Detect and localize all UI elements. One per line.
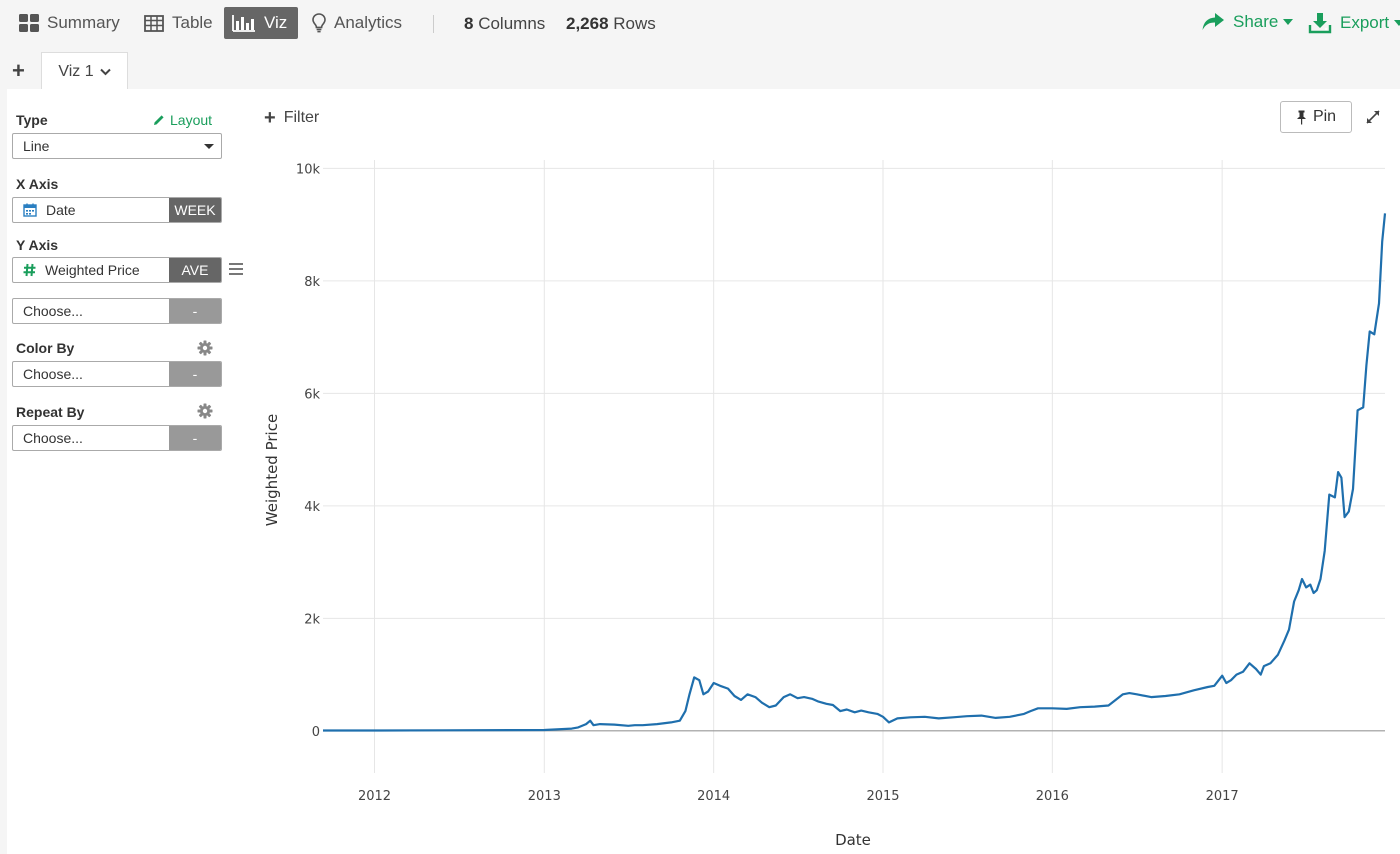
type-label: Type — [16, 112, 48, 128]
repeat-by-field[interactable]: Choose... - — [12, 425, 222, 451]
x-tick-label: 2012 — [358, 789, 391, 804]
y-tick-label: 8k — [304, 275, 320, 290]
x-axis-title: Date — [835, 831, 871, 849]
expand-icon[interactable] — [1365, 109, 1381, 125]
filter-label: Filter — [283, 109, 320, 126]
hash-icon — [23, 263, 36, 277]
dropdown-caret-icon — [204, 144, 214, 149]
y-axis-add-field[interactable]: Choose... - — [12, 298, 222, 324]
lightbulb-icon — [312, 13, 326, 33]
calendar-icon — [23, 203, 37, 217]
share-caret-icon — [1283, 19, 1294, 25]
repeat-by-placeholder: Choose... — [23, 430, 83, 446]
y-axis-title: Weighted Price — [263, 414, 281, 526]
rows-count-label: Rows — [613, 14, 656, 33]
pin-button[interactable]: Pin — [1280, 101, 1352, 133]
hamburger-menu-icon[interactable] — [229, 263, 243, 275]
x-tick-label: 2014 — [697, 789, 730, 804]
y-axis-label: Y Axis — [16, 237, 59, 253]
top-toolbar: Summary Table Viz Analytics 8 Columns 2,… — [0, 0, 1400, 50]
filter-button[interactable]: + Filter — [264, 107, 320, 129]
chart-type-select[interactable]: Line — [12, 133, 222, 159]
color-by-field[interactable]: Choose... - — [12, 361, 222, 387]
gear-icon[interactable] — [197, 340, 213, 356]
y-tick-label: 10k — [296, 162, 321, 177]
columns-count-value: 8 — [464, 14, 474, 33]
y-axis-field[interactable]: Weighted Price AVE — [12, 257, 222, 283]
plus-icon: + — [264, 107, 276, 129]
tab-analytics-label: Analytics — [334, 13, 403, 32]
viz-tab[interactable]: Viz 1 — [41, 52, 128, 90]
columns-count-label: Columns — [478, 14, 546, 33]
color-by-placeholder: Choose... — [23, 366, 83, 382]
toolbar-divider — [433, 15, 434, 33]
pin-icon — [1296, 110, 1307, 125]
gear-icon[interactable] — [197, 403, 213, 419]
y-axis-add-aggregation: - — [169, 299, 221, 323]
color-by-aggregation: - — [169, 362, 221, 386]
rows-count: 2,268 Rows — [566, 14, 656, 34]
rows-count-value: 2,268 — [566, 14, 609, 33]
x-axis-field-name: Date — [46, 202, 76, 218]
viz-panel — [7, 89, 1400, 854]
y-tick-label: 6k — [304, 387, 320, 402]
tab-viz[interactable]: Viz — [224, 7, 298, 39]
x-axis-aggregation[interactable]: WEEK — [169, 198, 221, 222]
download-icon — [1308, 12, 1332, 34]
export-caret-icon — [1394, 20, 1400, 26]
viz-tab-label: Viz 1 — [58, 62, 94, 80]
y-axis-add-placeholder: Choose... — [23, 303, 83, 319]
y-tick-label: 4k — [304, 500, 320, 515]
add-viz-button[interactable]: + — [12, 58, 25, 83]
color-by-label: Color By — [16, 340, 75, 356]
x-tick-label: 2013 — [528, 789, 561, 804]
x-axis-label: X Axis — [16, 176, 59, 192]
layout-link[interactable]: Layout — [153, 112, 212, 128]
y-tick-label: 2k — [304, 612, 320, 627]
series-line — [323, 213, 1387, 732]
y-axis-field-name: Weighted Price — [45, 262, 140, 278]
x-tick-label: 2015 — [866, 789, 899, 804]
x-tick-label: 2016 — [1036, 789, 1069, 804]
tab-table-label: Table — [172, 13, 213, 32]
columns-count: 8 Columns — [464, 14, 545, 34]
repeat-by-label: Repeat By — [16, 404, 85, 420]
table-icon — [144, 14, 164, 32]
x-tick-label: 2017 — [1206, 789, 1239, 804]
tab-summary-label: Summary — [47, 13, 120, 32]
export-button[interactable]: Export — [1308, 12, 1400, 34]
share-arrow-icon — [1201, 12, 1225, 32]
pencil-icon — [153, 114, 165, 126]
y-tick-label: 0 — [312, 725, 320, 740]
repeat-by-aggregation: - — [169, 426, 221, 450]
tab-summary[interactable]: Summary — [11, 7, 128, 39]
export-label: Export — [1340, 13, 1390, 32]
pin-label: Pin — [1312, 108, 1337, 125]
tab-table[interactable]: Table — [136, 7, 221, 39]
y-axis-aggregation[interactable]: AVE — [169, 258, 221, 282]
share-label: Share — [1233, 12, 1279, 31]
tab-viz-label: Viz — [264, 13, 288, 32]
chevron-down-icon — [99, 68, 111, 76]
chart-type-value: Line — [23, 138, 50, 154]
x-axis-field[interactable]: Date WEEK — [12, 197, 222, 223]
tab-analytics[interactable]: Analytics — [304, 7, 410, 39]
share-button[interactable]: Share — [1201, 12, 1294, 32]
summary-grid-icon — [19, 14, 39, 32]
layout-label: Layout — [170, 112, 213, 128]
bar-chart-icon — [232, 14, 256, 32]
